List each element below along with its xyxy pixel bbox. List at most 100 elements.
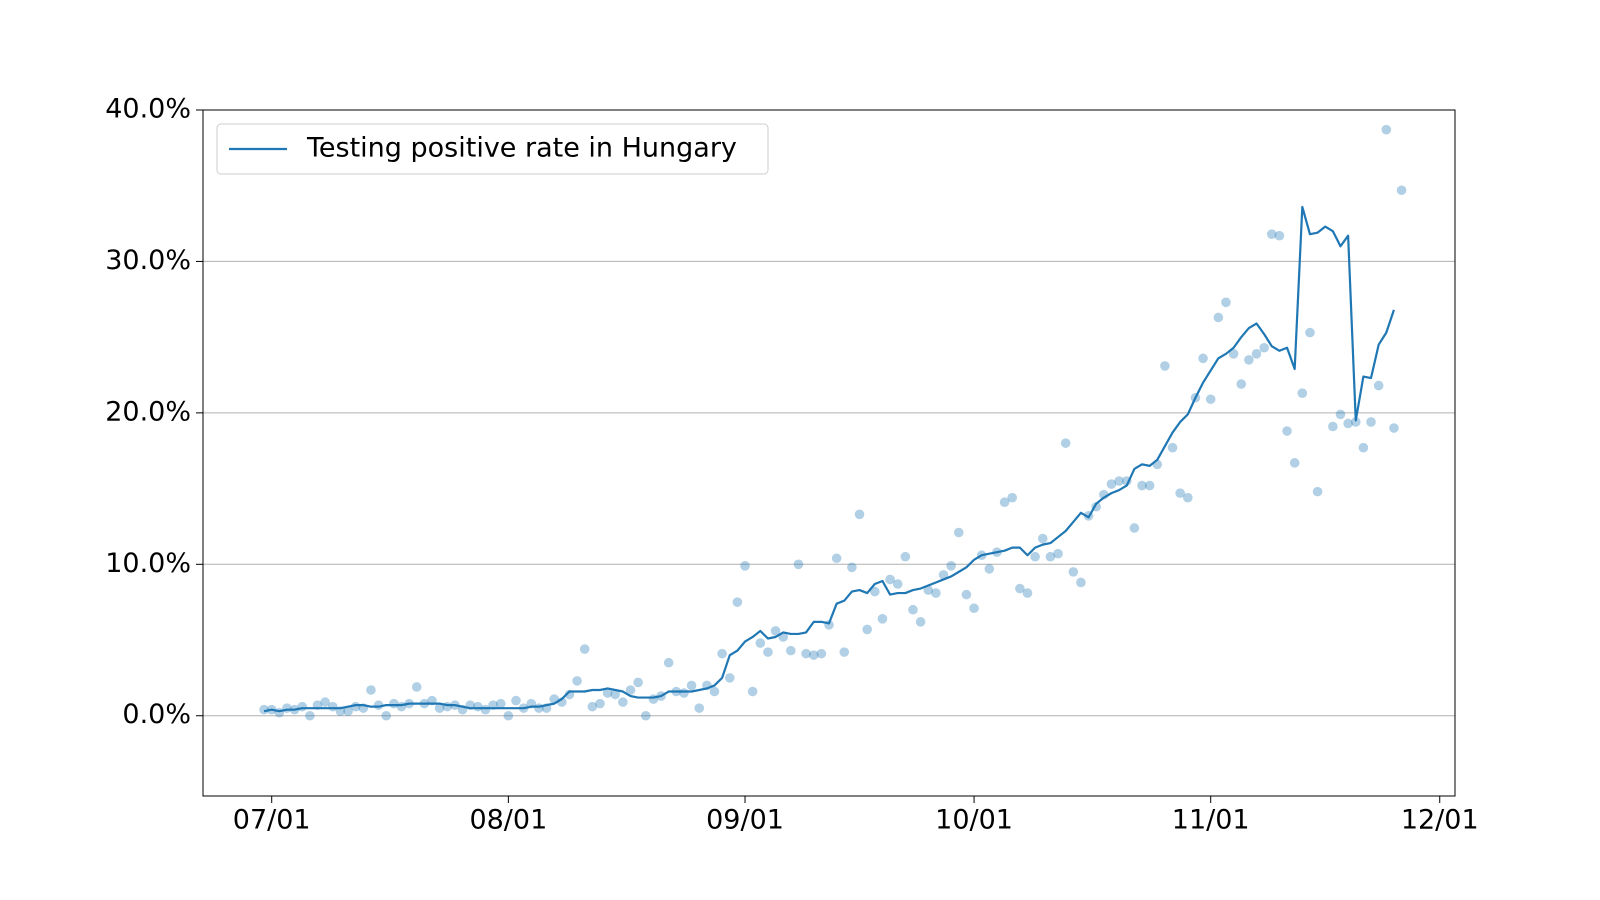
scatter-point — [1328, 421, 1338, 432]
scatter-point — [839, 647, 850, 657]
scatter-point — [1022, 588, 1033, 598]
scatter-point — [358, 703, 369, 713]
scatter-point — [1381, 124, 1392, 135]
scatter-point — [396, 701, 407, 712]
scatter-point — [694, 703, 705, 713]
scatter-point — [908, 604, 918, 615]
scatter-point — [1007, 492, 1018, 503]
scatter-point — [343, 706, 353, 716]
scatter-point — [640, 710, 651, 721]
scatter-point — [557, 697, 567, 707]
scatter-point — [450, 700, 460, 710]
scatter-point — [1015, 583, 1025, 594]
scatter-point — [931, 588, 941, 598]
scatter-point — [663, 657, 674, 668]
scatter-point — [862, 624, 872, 635]
scatter-point — [1396, 185, 1407, 196]
scatter-point — [434, 703, 445, 713]
x-tick-label: 12/01 — [1401, 805, 1479, 836]
scatter-point — [1175, 488, 1185, 498]
scatter-point — [1129, 523, 1140, 533]
scatter-point — [717, 648, 727, 659]
scatter-point — [427, 695, 437, 706]
x-tick-label: 08/01 — [469, 805, 547, 836]
scatter-point — [266, 704, 277, 715]
scatter-point — [1244, 355, 1254, 365]
scatter-point — [526, 698, 537, 709]
scatter-point — [1335, 409, 1346, 420]
x-tick-label: 07/01 — [233, 805, 311, 836]
scatter-point — [648, 694, 659, 704]
scatter-point — [900, 551, 911, 562]
scatter-point — [938, 570, 949, 580]
y-tick-label: 10.0% — [105, 548, 191, 579]
scatter-point — [671, 686, 682, 697]
scatter-point — [564, 689, 575, 700]
scatter-point — [1221, 297, 1231, 308]
scatter-point — [747, 686, 758, 697]
scatter-point — [877, 614, 888, 624]
scatter-point — [1205, 394, 1216, 405]
scatter-point — [1274, 230, 1285, 241]
scatter-point — [1312, 486, 1323, 497]
scatter-point — [1259, 342, 1269, 353]
scatter-point — [679, 688, 689, 698]
scatter-point — [473, 701, 483, 712]
scatter-point — [1045, 551, 1056, 562]
scatter-point — [946, 561, 956, 571]
scatter-point — [961, 589, 972, 600]
scatter-point — [411, 682, 422, 692]
scatter-point — [1167, 442, 1178, 453]
scatter-point — [503, 710, 514, 721]
scatter-point — [1236, 379, 1247, 389]
scatter-point — [419, 698, 430, 709]
scatter-point — [1030, 551, 1040, 562]
scatter-point — [602, 688, 613, 698]
scatter-point — [457, 704, 468, 715]
x-tick-label: 11/01 — [1172, 805, 1250, 836]
scatter-point — [633, 677, 643, 688]
scatter-point — [1083, 511, 1094, 521]
scatter-point — [702, 680, 712, 691]
scatter-point — [1358, 442, 1369, 453]
scatter-point — [495, 698, 506, 709]
scatter-point — [1091, 501, 1101, 512]
scatter-point — [1228, 349, 1239, 359]
scatter-point — [885, 574, 895, 585]
scatter-point — [892, 579, 903, 589]
scatter-point — [297, 701, 308, 712]
legend: Testing positive rate in Hungary — [216, 123, 769, 175]
scatter-point — [1350, 417, 1361, 427]
scatter-point — [274, 707, 285, 718]
scatter-point — [923, 585, 934, 595]
y-tick-label: 30.0% — [105, 245, 191, 276]
scatter-point — [763, 647, 773, 657]
x-tick-label: 10/01 — [935, 805, 1013, 836]
scatter-point — [610, 689, 621, 700]
scatter-point — [373, 700, 384, 710]
plot-frame — [202, 109, 1456, 797]
scatter-point — [327, 701, 338, 712]
scatter-point — [381, 710, 392, 721]
scatter-point — [1373, 380, 1384, 391]
legend-label: Testing positive rate in Hungary — [306, 133, 737, 164]
scatter-point — [1037, 533, 1048, 544]
scatter-point — [656, 691, 666, 701]
legend-box — [216, 123, 769, 175]
scatter-point — [511, 695, 521, 706]
scatter-point — [480, 704, 491, 715]
scatter-point — [618, 697, 628, 707]
scatter-point — [793, 559, 804, 570]
scatter-point — [1137, 480, 1147, 491]
scatter-point — [320, 697, 330, 707]
scatter-point — [1183, 492, 1193, 503]
scatter-point — [1266, 229, 1277, 239]
scatter-point — [259, 704, 269, 715]
scatter-point — [595, 698, 605, 709]
scatter-point — [404, 698, 414, 709]
scatter-point — [587, 701, 598, 712]
scatter-point — [312, 700, 323, 710]
scatter-point — [801, 648, 811, 659]
